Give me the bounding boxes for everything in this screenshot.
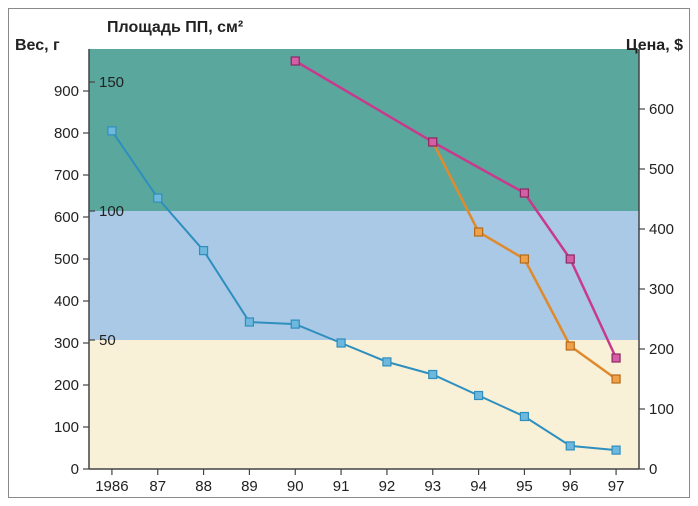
svg-text:900: 900 (54, 83, 79, 100)
svg-text:800: 800 (54, 125, 79, 142)
svg-text:92: 92 (379, 478, 396, 495)
y-mid-axis-title: Площадь ПП, см² (107, 19, 243, 37)
svg-text:200: 200 (649, 341, 674, 358)
svg-text:91: 91 (333, 478, 350, 495)
svg-text:0: 0 (649, 461, 657, 478)
y-left-axis-title: Вес, г (15, 37, 60, 55)
svg-text:87: 87 (149, 478, 166, 495)
svg-text:100: 100 (649, 401, 674, 418)
svg-text:150: 150 (99, 74, 124, 91)
svg-text:500: 500 (649, 161, 674, 178)
svg-text:96: 96 (562, 478, 579, 495)
svg-text:300: 300 (649, 281, 674, 298)
svg-text:100: 100 (54, 419, 79, 436)
svg-text:1986: 1986 (95, 478, 128, 495)
svg-text:500: 500 (54, 251, 79, 268)
svg-text:400: 400 (649, 221, 674, 238)
svg-text:93: 93 (424, 478, 441, 495)
svg-text:95: 95 (516, 478, 533, 495)
svg-text:700: 700 (54, 167, 79, 184)
y-right-axis-title: Цена, $ (626, 37, 683, 55)
svg-text:0: 0 (71, 461, 79, 478)
svg-text:600: 600 (649, 101, 674, 118)
svg-text:400: 400 (54, 293, 79, 310)
svg-text:90: 90 (287, 478, 304, 495)
svg-text:300: 300 (54, 335, 79, 352)
svg-text:88: 88 (195, 478, 212, 495)
chart-frame: 0 100 200 300 400 500 600 700 800 900 0 100 200 300 40… (8, 8, 690, 498)
svg-text:50: 50 (99, 332, 116, 349)
svg-text:89: 89 (241, 478, 258, 495)
svg-text:94: 94 (470, 478, 487, 495)
svg-text:600: 600 (54, 209, 79, 226)
svg-text:200: 200 (54, 377, 79, 394)
chart-svg: 0 100 200 300 400 500 600 700 800 900 0 100 200 300 40… (9, 9, 691, 499)
svg-text:100: 100 (99, 203, 124, 220)
svg-text:97: 97 (608, 478, 625, 495)
